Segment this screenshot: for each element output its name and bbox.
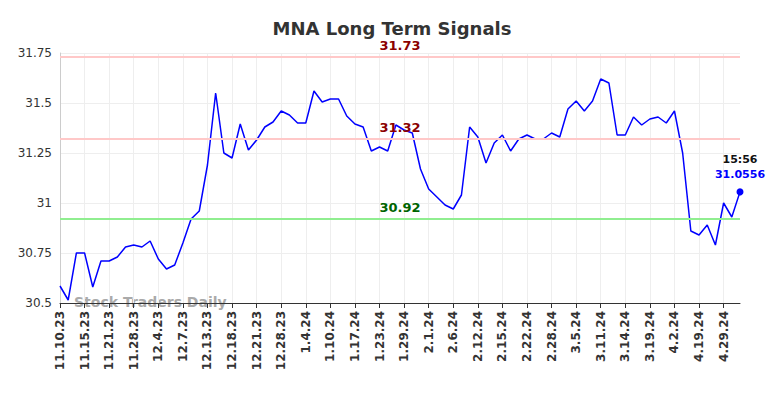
svg-text:4.19.24: 4.19.24 [692,311,706,362]
svg-text:2.12.24: 2.12.24 [471,311,485,362]
svg-text:31.5: 31.5 [25,96,52,110]
svg-text:12.4.23: 12.4.23 [151,311,165,362]
svg-text:30.92: 30.92 [379,200,420,215]
svg-text:3.11.24: 3.11.24 [594,311,608,362]
svg-text:31.0556: 31.0556 [715,168,765,181]
svg-text:31.73: 31.73 [379,38,420,53]
svg-text:12.18.23: 12.18.23 [225,311,239,370]
svg-text:1.10.24: 1.10.24 [323,311,337,362]
svg-text:3.14.24: 3.14.24 [618,311,632,362]
svg-text:11.10.23: 11.10.23 [53,311,67,370]
svg-text:1.29.24: 1.29.24 [397,311,411,362]
svg-text:30.5: 30.5 [25,296,52,310]
svg-text:1.23.24: 1.23.24 [373,311,387,362]
svg-text:Stock Traders Daily: Stock Traders Daily [74,294,227,310]
svg-text:15:56: 15:56 [722,153,757,166]
svg-text:31.25: 31.25 [18,146,52,160]
svg-text:3.19.24: 3.19.24 [643,311,657,362]
svg-text:12.7.23: 12.7.23 [176,311,190,362]
svg-text:4.29.24: 4.29.24 [717,311,731,362]
svg-text:2.6.24: 2.6.24 [446,311,460,354]
svg-text:11.28.23: 11.28.23 [127,311,141,370]
svg-text:1.4.24: 1.4.24 [299,311,313,354]
svg-text:1.17.24: 1.17.24 [348,311,362,362]
svg-text:2.1.24: 2.1.24 [422,311,436,354]
svg-text:2.28.24: 2.28.24 [545,311,559,362]
svg-text:2.15.24: 2.15.24 [495,311,509,362]
svg-text:30.75: 30.75 [18,246,52,260]
svg-text:31.75: 31.75 [18,46,52,60]
svg-text:12.28.23: 12.28.23 [274,311,288,370]
svg-text:MNA Long Term Signals: MNA Long Term Signals [273,18,512,39]
svg-text:4.2.24: 4.2.24 [667,311,681,354]
svg-text:11.15.23: 11.15.23 [78,311,92,370]
svg-text:31: 31 [37,196,52,210]
svg-text:12.21.23: 12.21.23 [250,311,264,370]
svg-text:2.22.24: 2.22.24 [520,311,534,362]
svg-text:3.5.24: 3.5.24 [569,311,583,354]
svg-text:11.21.23: 11.21.23 [102,311,116,370]
svg-text:31.32: 31.32 [379,120,420,135]
svg-text:12.13.23: 12.13.23 [200,311,214,370]
